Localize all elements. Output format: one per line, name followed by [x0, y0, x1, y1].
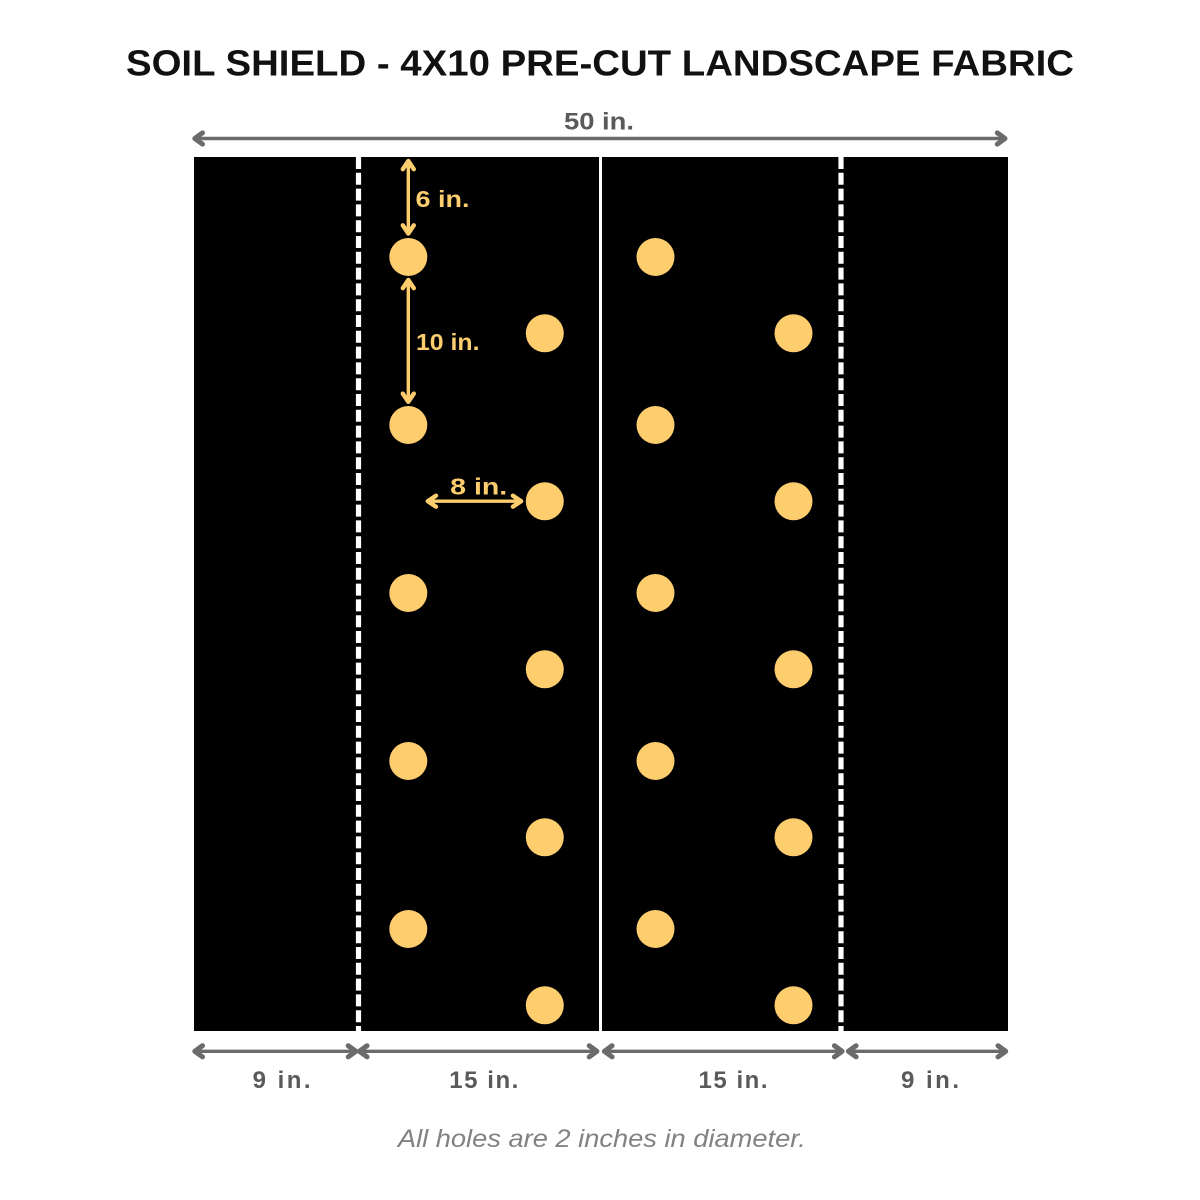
svg-text:50 in.: 50 in.: [564, 109, 634, 136]
svg-text:8 in.: 8 in.: [450, 473, 507, 499]
svg-text:10 in.: 10 in.: [416, 329, 480, 355]
svg-text:6 in.: 6 in.: [416, 186, 470, 212]
svg-text:All holes are 2 inches in diam: All holes are 2 inches in diameter.: [396, 1125, 806, 1153]
svg-text:9 in.: 9 in.: [901, 1067, 959, 1094]
svg-text:15 in.: 15 in.: [699, 1067, 768, 1094]
svg-text:SOIL SHIELD - 4X10 PRE-CUT LAN: SOIL SHIELD - 4X10 PRE-CUT LANDSCAPE FAB…: [126, 43, 1074, 84]
svg-text:9 in.: 9 in.: [253, 1067, 311, 1094]
svg-text:15 in.: 15 in.: [449, 1067, 518, 1094]
